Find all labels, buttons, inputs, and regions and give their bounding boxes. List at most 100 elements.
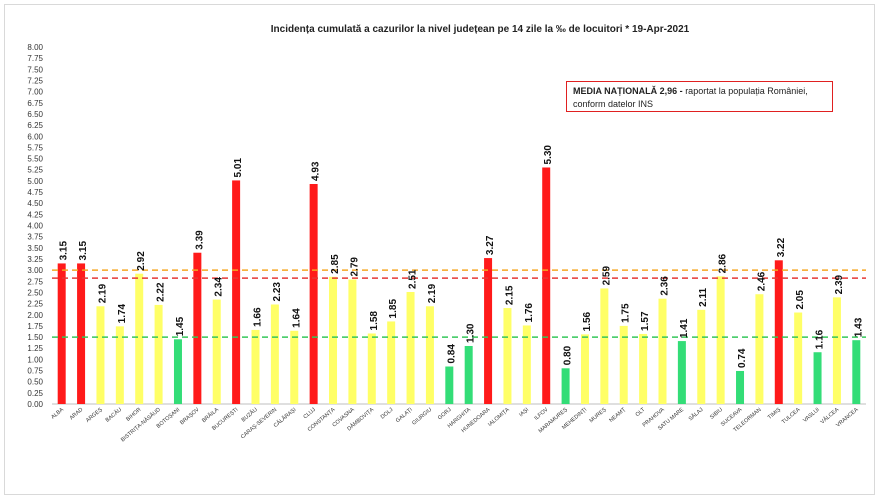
data-label: 1.58 (369, 311, 380, 331)
y-tick-label: 2.75 (27, 277, 43, 286)
x-tick-label: GIURGIU (411, 407, 433, 427)
bar (542, 167, 551, 404)
bar (329, 276, 338, 404)
data-label: 2.19 (427, 283, 438, 303)
data-label: 3.15 (78, 241, 89, 261)
bar (173, 339, 182, 404)
bar (561, 368, 570, 404)
bar (736, 370, 745, 404)
x-axis: ALBA ARAD ARGEȘ BACĂU BIHORBISTRIȚA-NĂSĂUDBO… (50, 406, 860, 443)
data-label: 0.84 (446, 344, 457, 364)
data-label: 1.74 (117, 303, 128, 323)
y-tick-label: 0.00 (27, 400, 43, 409)
data-label: 1.56 (582, 311, 593, 331)
x-tick-label: ARAD (69, 407, 85, 421)
data-label: 3.27 (485, 235, 496, 255)
y-tick-label: 4.75 (27, 188, 43, 197)
bar (619, 325, 628, 404)
data-label: 1.41 (679, 318, 690, 338)
data-label: 2.23 (272, 282, 283, 302)
data-label: 2.79 (349, 257, 360, 277)
y-tick-label: 8.00 (27, 43, 43, 52)
x-tick-label: SIBIU (709, 407, 724, 421)
y-tick-label: 7.25 (27, 76, 43, 85)
y-tick-label: 5.25 (27, 166, 43, 175)
y-tick-label: 4.50 (27, 199, 43, 208)
y-tick-label: 0.50 (27, 378, 43, 387)
y-tick-label: 0.25 (27, 389, 43, 398)
x-tick-label: IALOMIȚA (487, 407, 511, 428)
data-label: 2.15 (504, 285, 515, 305)
y-tick-label: 4.25 (27, 210, 43, 219)
data-label: 5.01 (233, 158, 244, 178)
bar (115, 326, 124, 404)
data-label: 2.36 (660, 276, 671, 296)
y-tick-label: 2.25 (27, 300, 43, 309)
bar (580, 334, 589, 404)
note-bold-text: MEDIA NAȚIONALĂ 2,96 - (573, 86, 683, 96)
x-tick-label: ILFOV (533, 407, 549, 422)
reference-lines (52, 269, 866, 338)
x-tick-label: IAȘI (518, 407, 530, 419)
bar (96, 306, 105, 404)
note-text: raportat la populația României, conform … (573, 86, 808, 109)
data-label: 1.30 (466, 323, 477, 343)
x-tick-label: VASLUI (802, 407, 821, 424)
data-label: 1.66 (253, 307, 264, 327)
bar (445, 366, 454, 404)
national-average-note: MEDIA NAȚIONALĂ 2,96 - raportat la popul… (566, 81, 833, 112)
x-tick-label: ALBA (50, 407, 65, 421)
bar (813, 352, 822, 404)
bar (677, 341, 686, 404)
y-tick-label: 2.00 (27, 311, 43, 320)
y-tick-label: 3.00 (27, 266, 43, 275)
data-label: 2.46 (756, 271, 767, 291)
y-tick-label: 3.25 (27, 255, 43, 264)
y-tick-label: 7.00 (27, 88, 43, 97)
y-tick-label: 6.75 (27, 99, 43, 108)
x-tick-label: ARGEȘ (85, 407, 104, 424)
data-label: 2.59 (601, 266, 612, 286)
bar (251, 329, 260, 404)
bar (600, 288, 609, 404)
data-label: 2.11 (698, 287, 709, 306)
y-tick-label: 7.50 (27, 65, 43, 74)
y-tick-label: 1.25 (27, 344, 43, 353)
data-label: 2.85 (330, 254, 341, 274)
bar (484, 258, 493, 404)
data-label: 4.93 (311, 161, 322, 181)
x-tick-label: GORJ (437, 407, 453, 422)
y-tick-label: 6.50 (27, 110, 43, 119)
bar (464, 345, 473, 404)
bars (57, 167, 861, 404)
bar (232, 180, 241, 404)
data-label: 1.16 (815, 329, 826, 349)
x-tick-label: OLT (635, 407, 647, 419)
bar (387, 321, 396, 404)
y-tick-label: 5.00 (27, 177, 43, 186)
x-tick-label: VRANCEA (835, 407, 859, 429)
bar (309, 183, 318, 404)
x-tick-label: SĂLAJ (687, 406, 705, 422)
data-label: 2.39 (834, 274, 845, 294)
y-tick-label: 1.75 (27, 322, 43, 331)
x-tick-label: MUREȘ (589, 407, 608, 425)
y-tick-label: 1.50 (27, 333, 43, 342)
bar (503, 308, 512, 404)
bar (406, 291, 415, 404)
data-label: 2.92 (136, 251, 147, 271)
x-tick-label: BUZĂU (240, 406, 259, 423)
y-tick-label: 3.50 (27, 244, 43, 253)
data-label: 1.85 (388, 299, 399, 319)
data-label: 5.30 (543, 145, 554, 165)
x-tick-label: TULCEA (781, 407, 802, 426)
y-tick-label: 6.00 (27, 132, 43, 141)
bar (658, 298, 667, 404)
bar (193, 252, 202, 404)
bar (135, 273, 144, 404)
bar (425, 306, 434, 404)
x-tick-label: TIMIȘ (767, 407, 782, 421)
bar (832, 297, 841, 404)
y-tick-label: 6.25 (27, 121, 43, 130)
y-tick-label: 5.50 (27, 155, 43, 164)
